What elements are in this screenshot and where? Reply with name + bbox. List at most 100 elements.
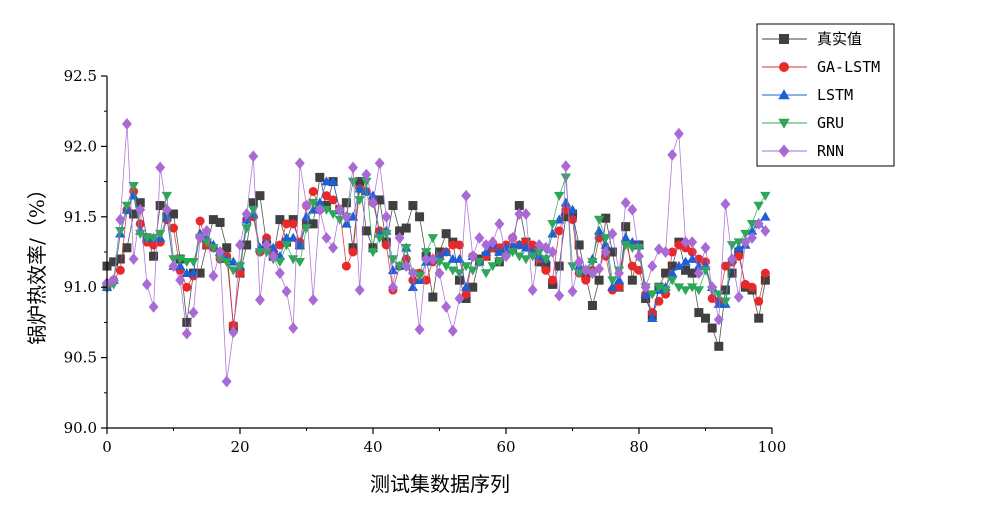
data-point	[294, 258, 306, 268]
legend-marker	[778, 118, 790, 129]
data-point	[122, 243, 132, 253]
data-point	[581, 275, 591, 285]
data-point	[627, 243, 638, 253]
data-point	[627, 275, 637, 285]
data-point	[653, 283, 665, 293]
data-point	[275, 240, 285, 250]
data-point	[568, 215, 577, 225]
data-point	[740, 236, 751, 248]
y-axis-title: 锅炉热效率/（%）	[25, 179, 49, 345]
data-point	[115, 254, 125, 264]
data-point	[454, 269, 465, 279]
data-point	[321, 176, 332, 186]
data-point	[527, 252, 538, 262]
data-point	[182, 282, 192, 292]
data-point	[554, 289, 565, 302]
data-point	[620, 196, 631, 209]
data-point	[440, 246, 452, 256]
data-point	[667, 276, 678, 286]
legend-item: RNN	[762, 142, 844, 160]
data-point	[627, 261, 637, 271]
data-point	[587, 301, 597, 311]
data-point	[169, 223, 178, 233]
data-point	[541, 265, 551, 275]
data-point	[288, 219, 298, 229]
data-point	[474, 258, 485, 268]
data-point	[169, 209, 178, 219]
data-point	[607, 227, 618, 240]
data-point	[660, 286, 671, 296]
data-point	[720, 297, 731, 307]
data-point	[188, 306, 199, 319]
x-tick-label: 0	[102, 438, 112, 456]
data-point	[700, 266, 711, 276]
data-point	[600, 234, 611, 244]
data-point	[301, 199, 312, 212]
data-point	[434, 251, 445, 261]
data-point	[215, 246, 225, 258]
data-point	[414, 323, 425, 336]
data-point	[720, 198, 731, 210]
data-point	[248, 198, 258, 208]
data-point	[687, 268, 697, 278]
data-point	[667, 148, 678, 161]
data-point	[401, 260, 412, 272]
data-point	[208, 243, 219, 253]
data-point	[128, 253, 139, 265]
data-point	[341, 218, 352, 228]
data-point	[221, 258, 232, 268]
data-point	[514, 201, 524, 211]
data-point	[228, 320, 238, 330]
data-point	[554, 226, 564, 236]
data-point	[461, 289, 471, 299]
data-point	[387, 265, 399, 275]
data-point	[128, 181, 139, 191]
data-point	[667, 247, 677, 257]
data-point	[654, 243, 664, 256]
data-point	[321, 232, 332, 244]
data-point	[241, 208, 252, 220]
data-point	[454, 240, 464, 250]
data-point	[388, 201, 398, 211]
data-point	[600, 246, 611, 258]
data-point	[540, 241, 551, 254]
data-point	[746, 220, 758, 230]
data-point	[593, 215, 605, 225]
series-layer	[101, 118, 771, 388]
data-point	[614, 282, 624, 292]
data-point	[301, 224, 312, 234]
data-point	[281, 285, 292, 298]
data-point	[547, 246, 558, 258]
data-point	[201, 225, 212, 237]
data-point	[334, 215, 345, 225]
data-point	[753, 201, 764, 211]
data-point	[354, 196, 365, 206]
data-point	[115, 227, 126, 237]
data-point	[567, 262, 578, 272]
data-point	[574, 240, 584, 250]
data-point	[268, 250, 279, 263]
data-point	[374, 157, 385, 170]
data-point	[501, 250, 511, 263]
data-point	[521, 208, 531, 220]
data-point	[727, 268, 737, 278]
data-point	[341, 198, 351, 208]
data-point	[175, 274, 186, 287]
data-point	[361, 226, 371, 236]
data-point	[421, 248, 432, 258]
y-tick-label: 92.5	[64, 67, 97, 85]
data-point	[613, 274, 625, 284]
data-point	[560, 197, 572, 207]
data-point	[726, 241, 738, 251]
data-point	[274, 267, 285, 279]
data-point	[308, 294, 319, 306]
data-point	[401, 223, 411, 233]
data-point	[640, 289, 651, 299]
data-point	[414, 272, 425, 282]
data-point	[294, 157, 305, 170]
data-point	[275, 215, 285, 225]
data-point	[122, 118, 132, 130]
data-point	[135, 198, 145, 208]
axes: 0 20 40 60 80 100 90.0 90.5 91.0 91.5 92.0 92.5	[64, 67, 787, 456]
data-point	[328, 195, 338, 205]
